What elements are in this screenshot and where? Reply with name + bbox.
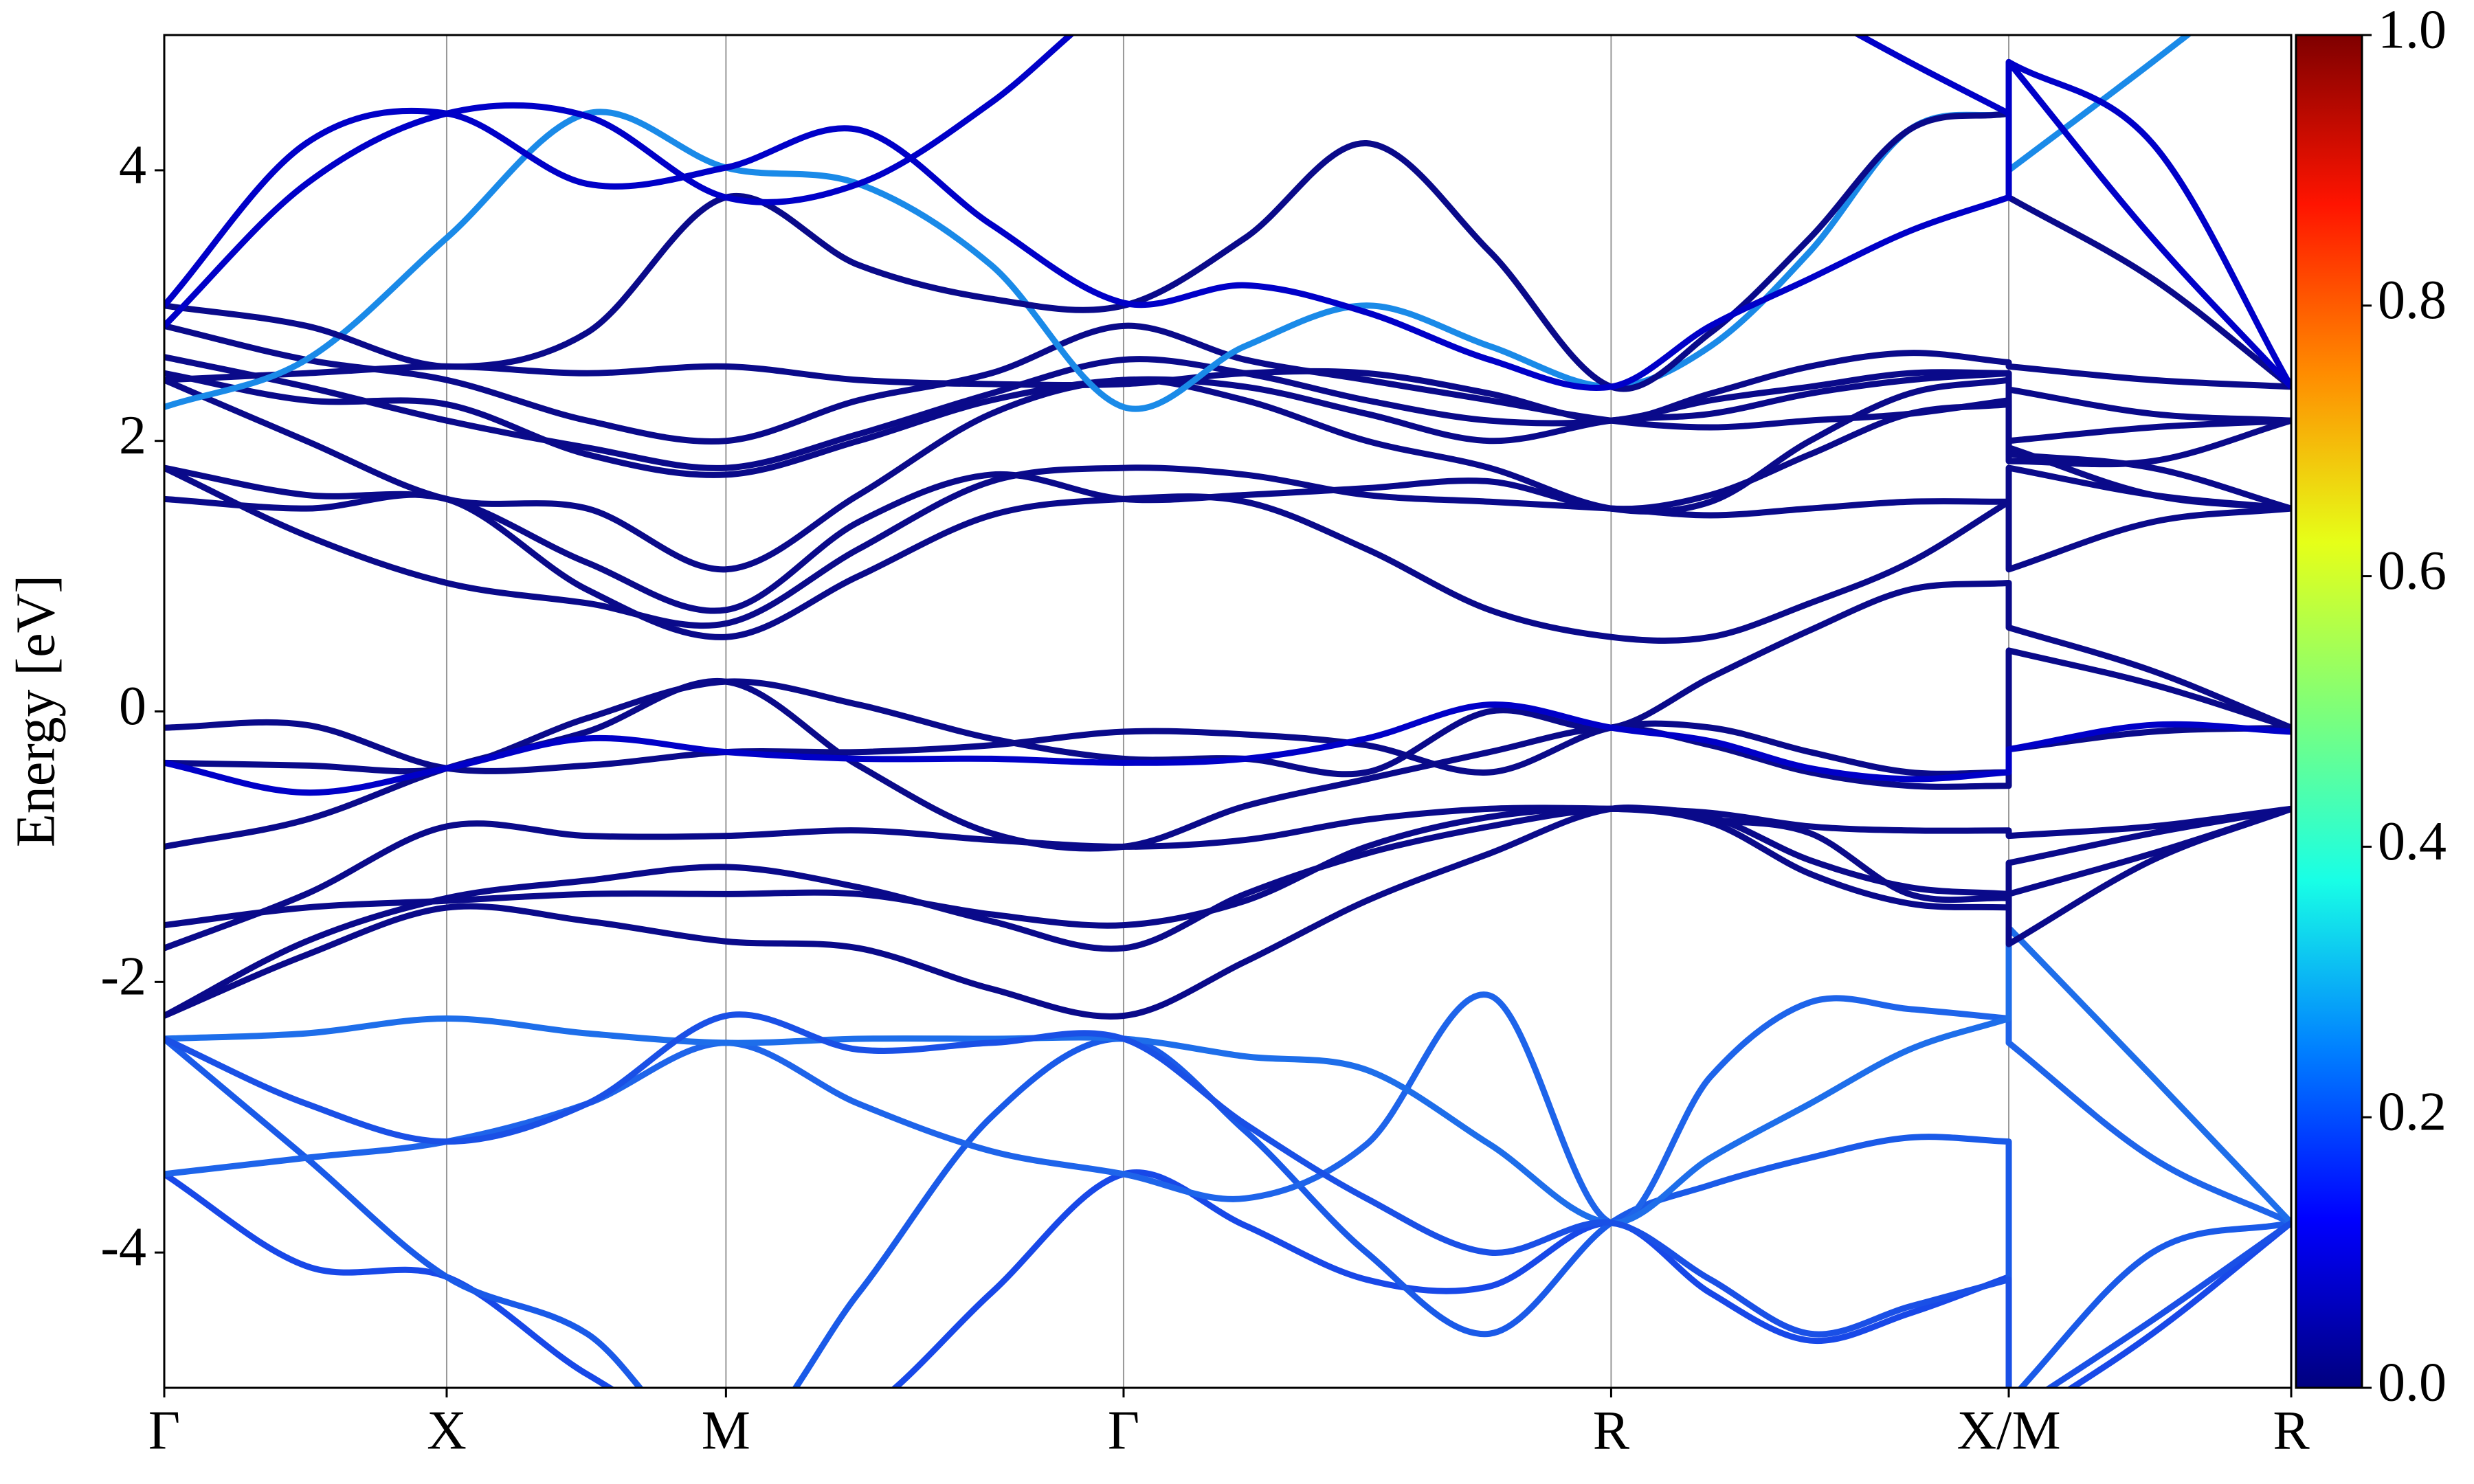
plot-frame [163,34,2293,1389]
band-line [164,491,2291,644]
x-tick-label: Γ [1108,1400,1139,1461]
y-tick-label: -4 [100,1217,146,1277]
band-line [164,579,2291,778]
x-tick-label: M [702,1400,750,1461]
colorbar-tick-label: 0.8 [2378,270,2447,330]
band-line [164,1035,2291,1388]
x-tick-label: X [427,1400,467,1461]
x-tick-label: R [1593,1400,1630,1461]
x-tick-label: X/M [1957,1400,2060,1461]
colorbar-tick-label: 0.0 [2378,1352,2447,1413]
band-line [164,35,2193,412]
band-line [164,58,2291,392]
band-line [164,350,2291,424]
band-line [164,701,2291,796]
colorbar-tick-label: 0.4 [2378,811,2447,872]
band-line [164,354,2291,471]
x-tick-label: R [2273,1400,2310,1461]
y-tick-label: 0 [119,676,146,737]
y-tick-label: 4 [119,135,146,195]
band-line [164,464,2291,629]
band-line [164,322,2291,468]
y-tick-label: -2 [100,947,146,1007]
colorbar-tick-label: 0.2 [2378,1082,2447,1143]
band-line [164,805,2291,929]
x-tick-label: Γ [148,1400,180,1461]
colorbar [2295,34,2363,1389]
colorbar-tick-label: 0.6 [2378,541,2447,601]
band-line [164,805,2291,952]
band-line [164,35,2291,389]
band-line [164,376,2291,573]
band-line [164,925,2291,1226]
band-line [164,805,2291,1019]
y-tick-label: 2 [119,405,146,466]
y-axis-label: Energy [eV] [5,575,66,847]
band-line [164,401,2291,614]
band-line [164,804,2291,1020]
colorbar-tick-label: 1.0 [2378,0,2447,60]
band-line [164,647,2291,777]
band-line [164,110,2291,392]
band-line [164,1011,2291,1388]
band-line [164,1169,2291,1388]
